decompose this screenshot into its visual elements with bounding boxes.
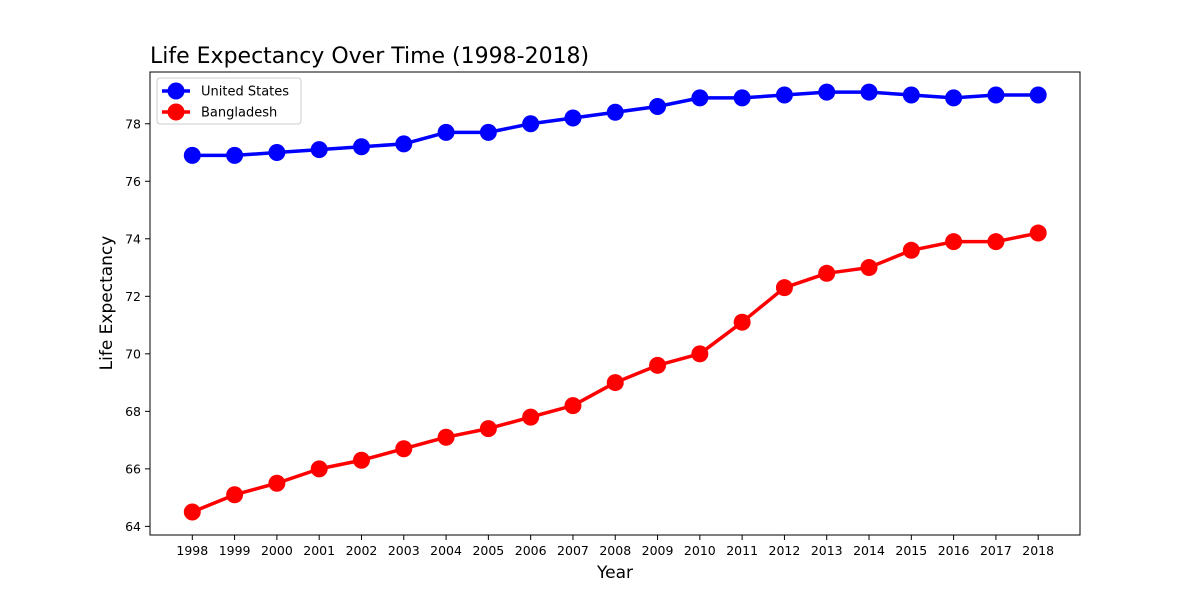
x-tick-label: 1999: [219, 543, 251, 558]
data-point: [860, 259, 878, 277]
legend-label: United States: [201, 85, 289, 100]
data-point: [902, 241, 920, 259]
x-tick-label: 2008: [599, 543, 631, 558]
y-axis-label: Life Expectancy: [97, 236, 117, 371]
legend-item: United States: [162, 82, 289, 100]
x-tick-label: 2005: [472, 543, 504, 558]
x-tick-label: 2016: [938, 543, 970, 558]
data-point: [818, 264, 836, 282]
series-1: [183, 224, 1047, 521]
series-0: [183, 83, 1047, 164]
x-tick-label: 2003: [388, 543, 420, 558]
data-point: [945, 233, 963, 251]
x-tick-label: 1998: [176, 543, 208, 558]
x-tick-label: 2002: [346, 543, 378, 558]
data-point: [1029, 86, 1047, 104]
data-point: [183, 503, 201, 521]
x-tick-label: 2006: [515, 543, 547, 558]
data-point: [183, 146, 201, 164]
x-tick-label: 2011: [726, 543, 758, 558]
x-tick-label: 2000: [261, 543, 293, 558]
y-tick-label: 76: [125, 174, 141, 189]
x-tick-label: 2004: [430, 543, 462, 558]
y-tick-label: 66: [125, 461, 141, 476]
plot-area-frame: [149, 71, 1081, 536]
x-tick-label: 2010: [684, 543, 716, 558]
legend-marker: [167, 103, 185, 121]
data-point: [522, 408, 540, 426]
data-point: [775, 86, 793, 104]
y-tick-label: 78: [125, 116, 141, 131]
legend-item: Bangladesh: [162, 103, 277, 121]
data-point: [352, 138, 370, 156]
data-point: [310, 460, 328, 478]
data-point: [479, 420, 497, 438]
data-point: [564, 109, 582, 127]
data-point: [479, 123, 497, 141]
x-tick-label: 2001: [303, 543, 335, 558]
y-axis-ticks: 64 66 68 70 72 74 76 78: [125, 116, 150, 534]
data-point: [1029, 224, 1047, 242]
data-point: [987, 86, 1005, 104]
data-point: [649, 356, 667, 374]
data-point: [902, 86, 920, 104]
y-tick-label: 70: [125, 346, 141, 361]
legend-label: Bangladesh: [201, 106, 277, 121]
data-point: [691, 89, 709, 107]
x-tick-label: 2015: [895, 543, 927, 558]
legend-marker: [167, 82, 185, 100]
y-tick-label: 74: [125, 231, 141, 246]
data-point: [606, 374, 624, 392]
data-point: [818, 83, 836, 101]
x-axis-label: Year: [596, 563, 633, 583]
x-axis-ticks: 1998 1999 2000 2001 2002 2003 2004 2005 2006 2007…: [176, 535, 1054, 558]
data-point: [522, 115, 540, 133]
x-tick-label: 2009: [642, 543, 674, 558]
data-point: [352, 451, 370, 469]
data-point: [268, 144, 286, 162]
data-point: [226, 146, 244, 164]
data-point: [437, 123, 455, 141]
data-point: [945, 89, 963, 107]
x-tick-label: 2013: [811, 543, 843, 558]
legend: United States Bangladesh: [156, 77, 302, 125]
x-tick-label: 2018: [1022, 543, 1054, 558]
data-point: [395, 440, 413, 458]
data-point: [564, 397, 582, 415]
y-tick-label: 68: [125, 404, 141, 419]
series-layer: [183, 83, 1047, 521]
x-tick-label: 2012: [769, 543, 801, 558]
data-point: [649, 98, 667, 116]
data-point: [860, 83, 878, 101]
data-point: [310, 141, 328, 159]
data-point: [395, 135, 413, 153]
data-point: [268, 474, 286, 492]
x-tick-label: 2017: [980, 543, 1012, 558]
data-point: [606, 103, 624, 121]
legend-box: [156, 77, 302, 125]
data-point: [733, 313, 751, 331]
data-point: [691, 345, 709, 363]
x-tick-label: 2007: [557, 543, 589, 558]
data-point: [226, 486, 244, 504]
y-tick-label: 64: [125, 519, 141, 534]
chart-title: Life Expectancy Over Time (1998-2018): [150, 44, 589, 69]
data-point: [437, 428, 455, 446]
y-tick-label: 72: [125, 289, 141, 304]
data-point: [733, 89, 751, 107]
data-point: [987, 233, 1005, 251]
data-point: [775, 279, 793, 297]
x-tick-label: 2014: [853, 543, 885, 558]
